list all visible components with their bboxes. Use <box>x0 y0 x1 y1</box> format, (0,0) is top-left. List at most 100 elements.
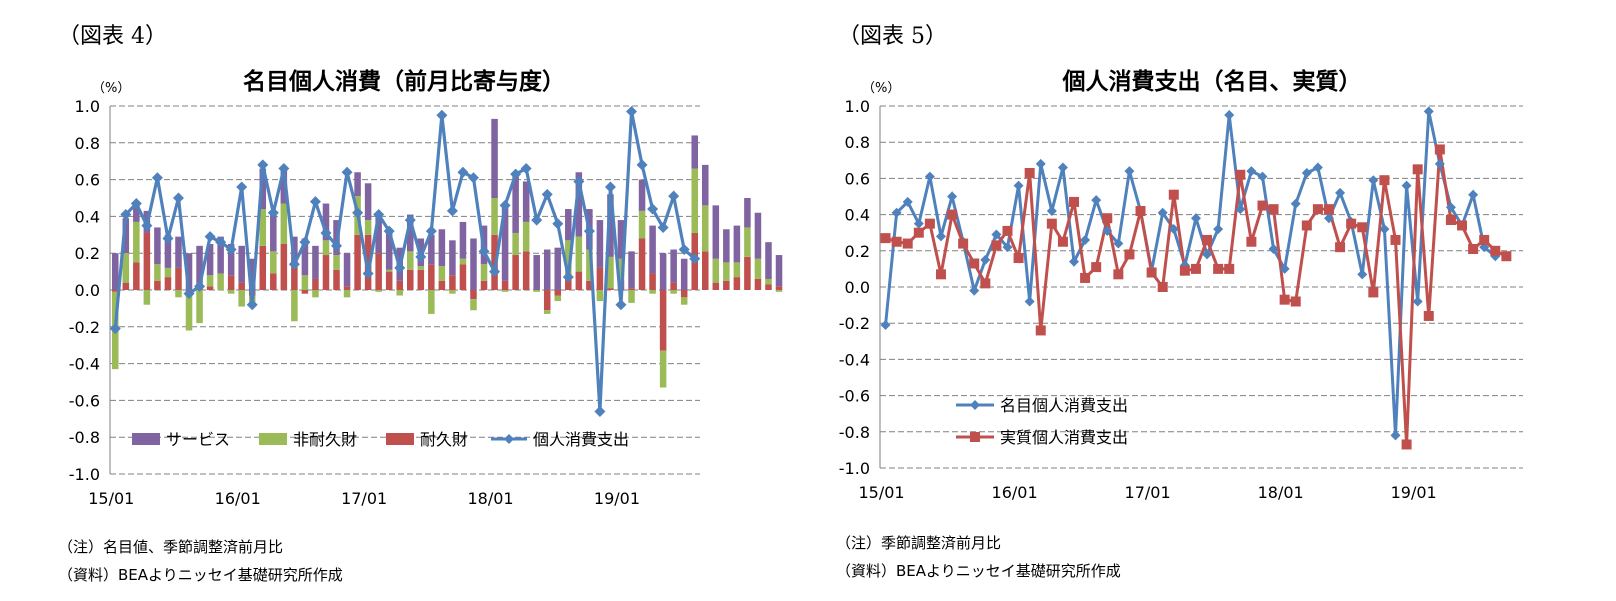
bar-segment <box>491 198 498 235</box>
data-point <box>594 405 606 417</box>
bar-segment <box>280 170 288 204</box>
data-point <box>626 106 638 118</box>
bar-segment <box>122 218 130 254</box>
bar-segment <box>744 198 751 228</box>
y-tick-label: 0.8 <box>75 134 100 153</box>
bar-segment <box>470 290 477 300</box>
data-point <box>1379 175 1390 186</box>
bar-segment <box>196 290 203 324</box>
bar-segment <box>607 194 614 257</box>
data-point <box>573 175 585 187</box>
bar-segment <box>712 258 720 283</box>
data-point <box>1468 189 1479 200</box>
bar-segment <box>702 164 709 206</box>
bar-segment <box>565 275 572 290</box>
bar-segment <box>270 251 277 274</box>
data-point <box>1368 175 1379 186</box>
data-point <box>183 288 195 300</box>
bar-segment <box>670 290 677 294</box>
bar-segment <box>449 240 456 276</box>
data-point <box>194 280 206 292</box>
bar-segment <box>522 181 530 222</box>
data-point <box>1279 263 1290 274</box>
bar-segment <box>659 253 667 290</box>
data-point <box>980 278 991 289</box>
x-tick-label: 16/01 <box>992 483 1038 502</box>
bar-segment <box>154 227 161 265</box>
y-tick-label: -0.6 <box>839 387 870 406</box>
bar-segment <box>112 253 119 290</box>
y-tick-label: 0.2 <box>75 244 100 263</box>
data-point <box>1490 245 1501 256</box>
bar-segment <box>512 255 519 290</box>
bar-segment <box>407 269 414 290</box>
bar-segment <box>312 290 319 298</box>
data-point <box>689 253 701 265</box>
bar-segment <box>428 234 435 265</box>
bar-segment <box>143 232 151 290</box>
data-point <box>151 172 163 184</box>
bar-segment <box>501 280 509 290</box>
bar-segment <box>217 236 224 274</box>
figure-label: （図表 5） <box>838 24 947 49</box>
legend-label: 実質個人消費支出 <box>1000 428 1128 447</box>
data-point <box>278 163 290 175</box>
bar-segment <box>301 275 309 290</box>
data-point <box>225 244 237 256</box>
bar-segment <box>449 275 456 290</box>
data-point <box>1057 162 1068 173</box>
bar-segment <box>449 290 456 294</box>
bar-segment <box>459 264 467 290</box>
bar-segment <box>733 277 741 290</box>
bar-segment <box>375 253 382 290</box>
data-point <box>1146 267 1157 278</box>
bar-segment <box>322 255 330 290</box>
bar-segment <box>744 227 751 257</box>
bar-segment <box>185 253 193 290</box>
data-point <box>1190 263 1201 274</box>
data-point <box>1002 225 1013 236</box>
chart-source: （資料）BEAよりニッセイ基礎研究所作成 <box>58 566 343 584</box>
data-point <box>415 251 427 263</box>
bar-segment <box>407 214 414 252</box>
data-point <box>1501 251 1512 262</box>
bar-segment <box>270 214 277 252</box>
data-point <box>1246 236 1257 247</box>
bar-segment <box>396 290 403 296</box>
data-point <box>891 207 902 218</box>
bar-segment <box>775 255 783 287</box>
bar-segment <box>733 225 741 263</box>
data-point <box>1434 158 1445 169</box>
bar-segment <box>417 269 425 290</box>
bar-segment <box>175 290 182 298</box>
unit-label: （%） <box>92 81 130 96</box>
data-point <box>1002 242 1013 253</box>
data-point <box>141 220 153 232</box>
contribution-chart: 1.0 0.8 0.6 0.4 0.2 0.0 -0.2 -0.4 -0.6 -0.8 -1.0 （%… <box>69 81 783 508</box>
data-point <box>478 245 490 257</box>
y-tick-label: 1.0 <box>75 97 100 116</box>
legend-swatch <box>132 433 160 445</box>
data-point <box>924 171 935 182</box>
data-point <box>467 172 479 184</box>
bar-segment <box>543 290 551 311</box>
bar-segment <box>512 232 519 256</box>
data-point <box>1113 238 1124 249</box>
y-tick-label: 0.4 <box>75 207 100 226</box>
y-tick-label: 0.4 <box>845 206 870 225</box>
bar-segment <box>765 242 772 279</box>
data-point <box>383 225 395 237</box>
unit-label: （%） <box>862 81 900 96</box>
legend-label: 耐久財 <box>420 430 468 449</box>
legend-swatch <box>259 433 287 445</box>
data-point <box>913 218 924 229</box>
legend-marker <box>504 434 514 444</box>
bar-segment <box>628 288 635 290</box>
figure-label: （図表 4） <box>58 24 167 49</box>
bar-segment <box>143 290 151 305</box>
data-point <box>1412 164 1423 175</box>
y-tick-label: 0.8 <box>845 133 870 152</box>
bar-segment <box>322 240 330 256</box>
bar-segment <box>744 256 751 290</box>
bar-segment <box>723 262 730 281</box>
